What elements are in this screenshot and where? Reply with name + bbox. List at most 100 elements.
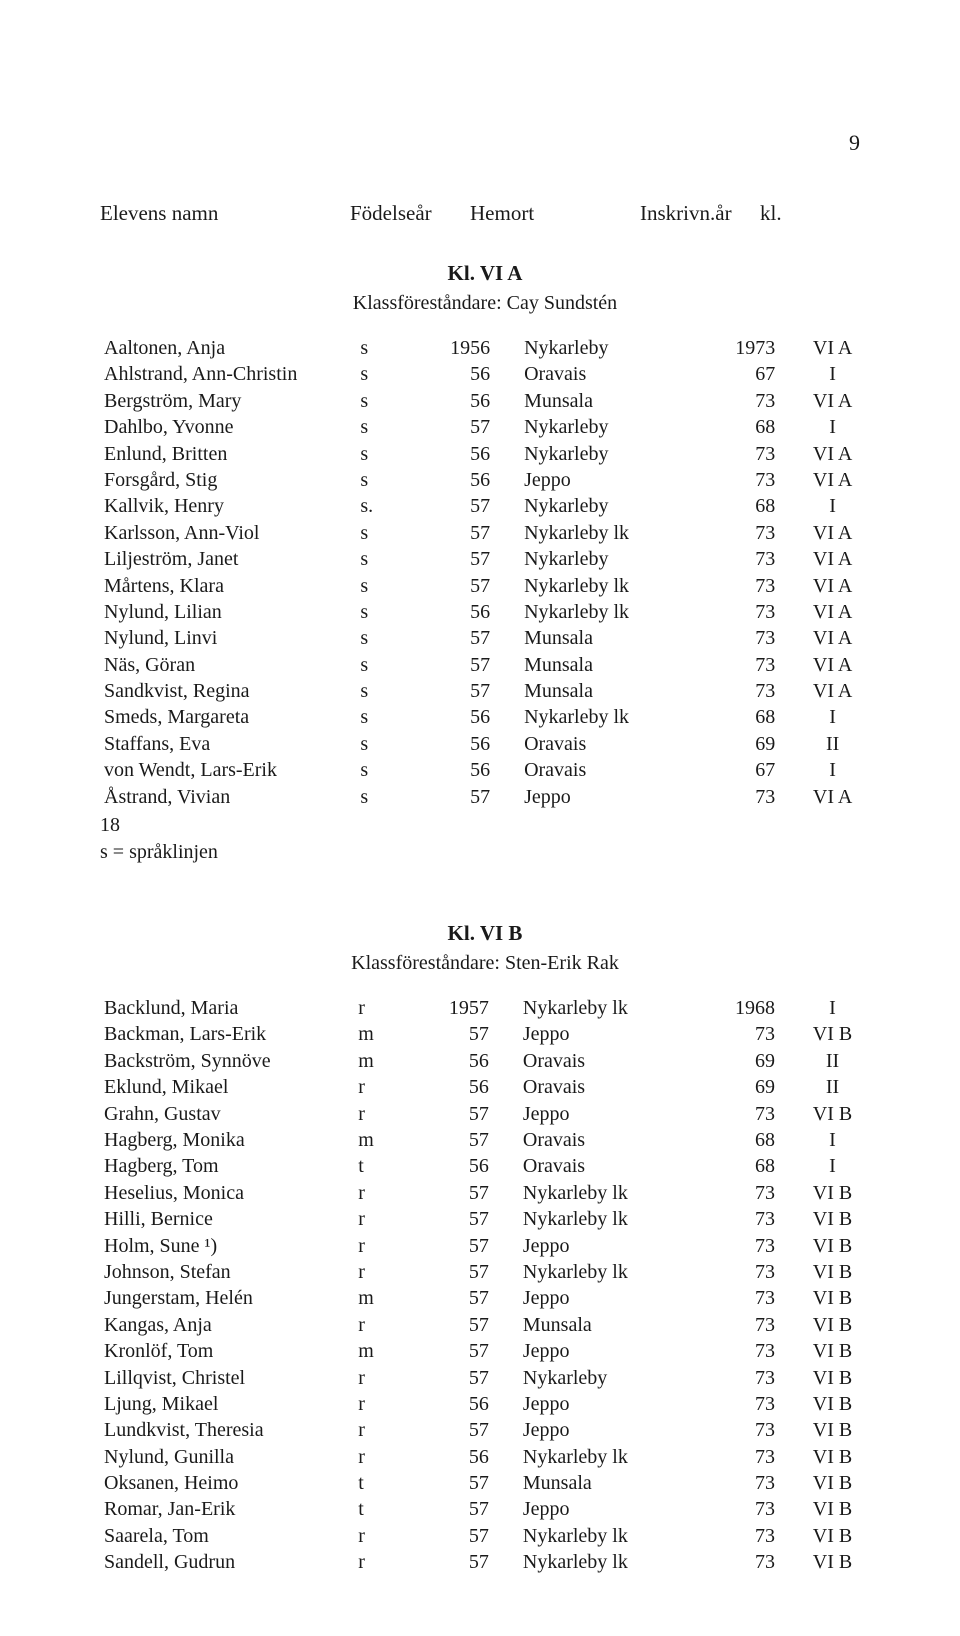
table-row: Enlund, Brittens56Nykarleby73VI A [100, 441, 870, 467]
cell-home: Jeppo [519, 1021, 704, 1047]
cell-track: s [356, 388, 410, 414]
cell-enroll: 73 [704, 388, 795, 414]
cell-enroll: 73 [704, 441, 795, 467]
cell-home: Nykarleby lk [519, 1523, 704, 1549]
cell-kl: II [795, 1048, 870, 1074]
cell-name: Staffans, Eva [100, 731, 356, 757]
cell-year: 57 [410, 625, 520, 651]
cell-track: r [354, 1206, 409, 1232]
cell-name: Jungerstam, Helén [100, 1285, 354, 1311]
cell-enroll: 73 [704, 467, 795, 493]
table-row: Hagberg, Monikam57Oravais68I [100, 1127, 870, 1153]
cell-home: Jeppo [519, 1338, 704, 1364]
cell-year: 57 [409, 1470, 519, 1496]
cell-enroll: 73 [704, 520, 795, 546]
cell-enroll: 73 [704, 1312, 795, 1338]
cell-track: s. [356, 493, 410, 519]
cell-kl: VI B [795, 1365, 870, 1391]
cell-name: Sandkvist, Regina [100, 678, 356, 704]
cell-year: 57 [409, 1365, 519, 1391]
cell-enroll: 1973 [704, 335, 795, 361]
cell-enroll: 73 [704, 1391, 795, 1417]
cell-enroll: 73 [704, 784, 795, 810]
cell-year: 57 [409, 1101, 519, 1127]
table-row: Grahn, Gustavr57Jeppo73VI B [100, 1101, 870, 1127]
cell-name: Ljung, Mikael [100, 1391, 354, 1417]
cell-track: r [354, 1233, 409, 1259]
table-row: Liljeström, Janets57Nykarleby73VI A [100, 546, 870, 572]
cell-name: Aaltonen, Anja [100, 335, 356, 361]
table-row: Forsgård, Stigs56Jeppo73VI A [100, 467, 870, 493]
table-row: Ahlstrand, Ann-Christins56Oravais67I [100, 361, 870, 387]
cell-enroll: 67 [704, 757, 795, 783]
table-row: Bergström, Marys56Munsala73VI A [100, 388, 870, 414]
cell-enroll: 69 [704, 1074, 795, 1100]
cell-track: r [354, 1523, 409, 1549]
cell-name: Ahlstrand, Ann-Christin [100, 361, 356, 387]
cell-year: 57 [409, 1021, 519, 1047]
cell-enroll: 73 [704, 1496, 795, 1522]
cell-track: s [356, 335, 410, 361]
cell-enroll: 69 [704, 1048, 795, 1074]
cell-track: t [354, 1470, 409, 1496]
cell-enroll: 73 [704, 1365, 795, 1391]
cell-name: Johnson, Stefan [100, 1259, 354, 1285]
cell-year: 57 [409, 1285, 519, 1311]
cell-year: 57 [410, 546, 520, 572]
cell-kl: VI A [795, 335, 870, 361]
cell-year: 57 [409, 1312, 519, 1338]
cell-name: Enlund, Britten [100, 441, 356, 467]
cell-year: 57 [410, 573, 520, 599]
table-row: Staffans, Evas56Oravais69II [100, 731, 870, 757]
cell-name: Lundkvist, Theresia [100, 1417, 354, 1443]
cell-home: Jeppo [519, 1417, 704, 1443]
cell-year: 57 [409, 1180, 519, 1206]
cell-track: m [354, 1048, 409, 1074]
cell-name: Eklund, Mikael [100, 1074, 354, 1100]
cell-home: Nykarleby lk [519, 1206, 704, 1232]
cell-kl: VI B [795, 1180, 870, 1206]
cell-name: Kangas, Anja [100, 1312, 354, 1338]
cell-kl: VI B [795, 1549, 870, 1575]
table-row: Lillqvist, Christelr57Nykarleby73VI B [100, 1365, 870, 1391]
cell-home: Nykarleby [519, 1365, 704, 1391]
cell-track: s [356, 573, 410, 599]
cell-enroll: 73 [704, 1206, 795, 1232]
cell-home: Nykarleby lk [519, 1180, 704, 1206]
cell-track: s [356, 652, 410, 678]
cell-home: Nykarleby lk [520, 520, 704, 546]
cell-track: r [354, 1180, 409, 1206]
cell-kl: I [795, 995, 870, 1021]
cell-kl: VI A [795, 388, 870, 414]
cell-track: r [354, 1391, 409, 1417]
teacher-label: Klassföreståndare: [351, 952, 500, 974]
teacher-label: Klassföreståndare: [353, 292, 502, 314]
header-birth: Födelseår [350, 201, 470, 226]
cell-track: r [354, 1312, 409, 1338]
cell-home: Nykarleby [520, 546, 704, 572]
cell-name: Kallvik, Henry [100, 493, 356, 519]
section-a-footnotes: 18s = språklinjen [100, 812, 870, 866]
cell-enroll: 68 [704, 1127, 795, 1153]
table-row: Johnson, Stefanr57Nykarleby lk73VI B [100, 1259, 870, 1285]
cell-year: 56 [410, 731, 520, 757]
cell-kl: VI A [795, 573, 870, 599]
column-headers: Elevens namn Födelseår Hemort Inskrivn.å… [100, 201, 870, 226]
cell-name: Nylund, Gunilla [100, 1444, 354, 1470]
cell-track: r [354, 995, 409, 1021]
cell-home: Munsala [520, 625, 704, 651]
cell-home: Nykarleby [520, 493, 704, 519]
cell-name: Bergström, Mary [100, 388, 356, 414]
cell-enroll: 73 [704, 625, 795, 651]
cell-year: 57 [410, 414, 520, 440]
table-row: Ljung, Mikaelr56Jeppo73VI B [100, 1391, 870, 1417]
table-row: Backström, Synnövem56Oravais69II [100, 1048, 870, 1074]
cell-enroll: 73 [704, 652, 795, 678]
cell-track: r [354, 1074, 409, 1100]
table-row: Hilli, Bernicer57Nykarleby lk73VI B [100, 1206, 870, 1232]
page-number: 9 [100, 130, 870, 156]
cell-kl: II [795, 731, 870, 757]
footnote-line: 18 [100, 812, 870, 839]
cell-kl: VI B [795, 1259, 870, 1285]
cell-home: Nykarleby [520, 414, 704, 440]
